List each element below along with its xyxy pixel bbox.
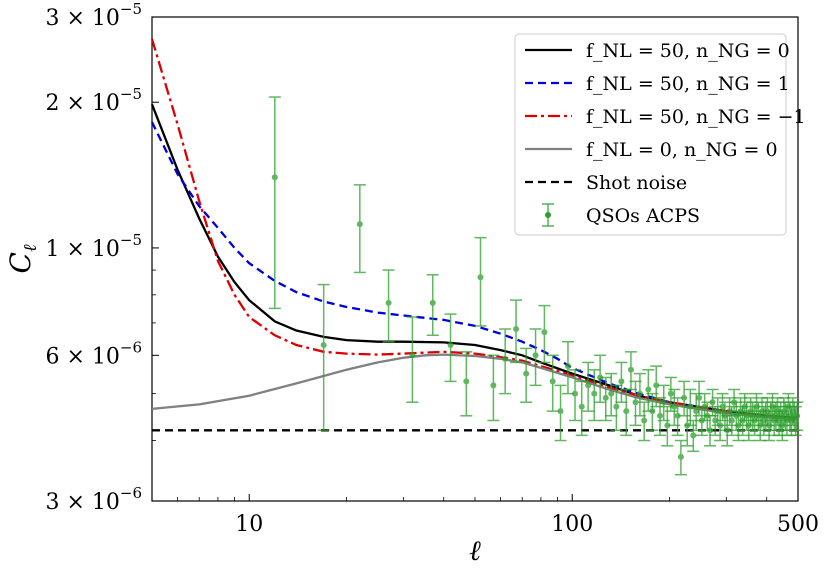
data-point [594, 354, 607, 403]
data-point [646, 392, 659, 432]
data-point [629, 380, 642, 427]
data-point [706, 388, 719, 417]
legend-items: f_NL = 50, n_NG = 0 f_NL = 50, n_NG = 1 f_… [525, 40, 806, 227]
legend-label: f_NL = 50, n_NG = 1 [586, 73, 790, 95]
x-tick-label: 100 [551, 512, 593, 537]
y-tick-label: 3 × 10−6 [45, 484, 142, 515]
data-point [554, 384, 567, 442]
legend-entry: f_NL = 50, n_NG = −1 [525, 106, 806, 128]
legend-label: f_NL = 50, n_NG = −1 [586, 106, 806, 128]
data-point [510, 299, 523, 364]
data-point [487, 354, 500, 422]
y-tick-label: 2 × 10−5 [45, 85, 142, 116]
series-line-2 [150, 38, 799, 420]
legend-entry: QSOs ACPS [542, 203, 700, 227]
data-point [529, 328, 542, 387]
data-point [638, 401, 651, 442]
data-point [684, 388, 697, 427]
data-point [714, 410, 727, 442]
data-point [654, 397, 667, 437]
data-point [499, 328, 512, 395]
legend-box [514, 33, 787, 236]
x-axis-label: ℓ [469, 534, 481, 567]
data-point [426, 274, 439, 337]
data-point [268, 96, 281, 310]
y-tick-label: 3 × 10−5 [45, 0, 142, 31]
data-point [582, 361, 595, 412]
data-point [693, 380, 706, 417]
ticks-layer: 10 100 500 3 × 10−6 6 × 10−6 1 × 10−5 2 × 10−5… [45, 0, 819, 537]
data-point [615, 361, 628, 403]
legend-entry: f_NL = 50, n_NG = 1 [525, 73, 790, 95]
data-point [599, 376, 612, 422]
data-point [687, 419, 700, 453]
data-point [444, 313, 457, 383]
data-point [668, 388, 681, 427]
data-point [561, 340, 574, 395]
data-point [406, 316, 419, 403]
data-point [610, 384, 623, 432]
data-point [546, 354, 559, 412]
data-point [620, 388, 633, 437]
legend-label: QSOs ACPS [586, 205, 700, 227]
data-point [588, 369, 601, 422]
data-point [678, 380, 691, 417]
x-tick-label: 500 [777, 512, 819, 537]
y-axis-label: Cℓ [4, 244, 41, 273]
legend-label: f_NL = 50, n_NG = 0 [586, 40, 790, 62]
legend: f_NL = 50, n_NG = 0 f_NL = 50, n_NG = 1 f_… [514, 33, 806, 236]
data-point [690, 392, 703, 432]
data-point [460, 351, 473, 417]
legend-label: f_NL = 0, n_NG = 0 [586, 139, 778, 161]
data-point [520, 347, 533, 403]
data-point [791, 401, 804, 432]
legend-entry: f_NL = 0, n_NG = 0 [525, 139, 778, 161]
data-point [661, 405, 674, 447]
data-point [382, 269, 395, 343]
data-point [575, 380, 588, 437]
legend-entry: f_NL = 50, n_NG = 0 [525, 40, 790, 62]
x-tick-label: 10 [235, 512, 263, 537]
data-point [674, 439, 687, 476]
data-point [650, 365, 663, 408]
series-line-0 [150, 103, 799, 420]
data-point [569, 369, 582, 422]
legend-label: Shot noise [586, 172, 687, 194]
data-point [664, 376, 677, 412]
data-point [317, 283, 330, 432]
data-point [633, 372, 646, 417]
y-tick-label: 1 × 10−5 [45, 231, 142, 262]
data-point [353, 184, 366, 274]
legend-entry: Shot noise [525, 172, 687, 194]
data-point [474, 236, 487, 327]
data-point [538, 304, 551, 364]
y-tick-label: 6 × 10−6 [45, 338, 142, 369]
data-points-layer [268, 96, 804, 476]
data-point [657, 384, 670, 422]
data-point [605, 372, 618, 417]
